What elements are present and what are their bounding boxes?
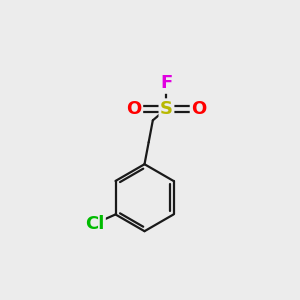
Text: F: F <box>160 74 172 92</box>
Text: S: S <box>160 100 173 118</box>
Text: O: O <box>127 100 142 118</box>
Text: Cl: Cl <box>85 215 104 233</box>
Text: O: O <box>191 100 206 118</box>
